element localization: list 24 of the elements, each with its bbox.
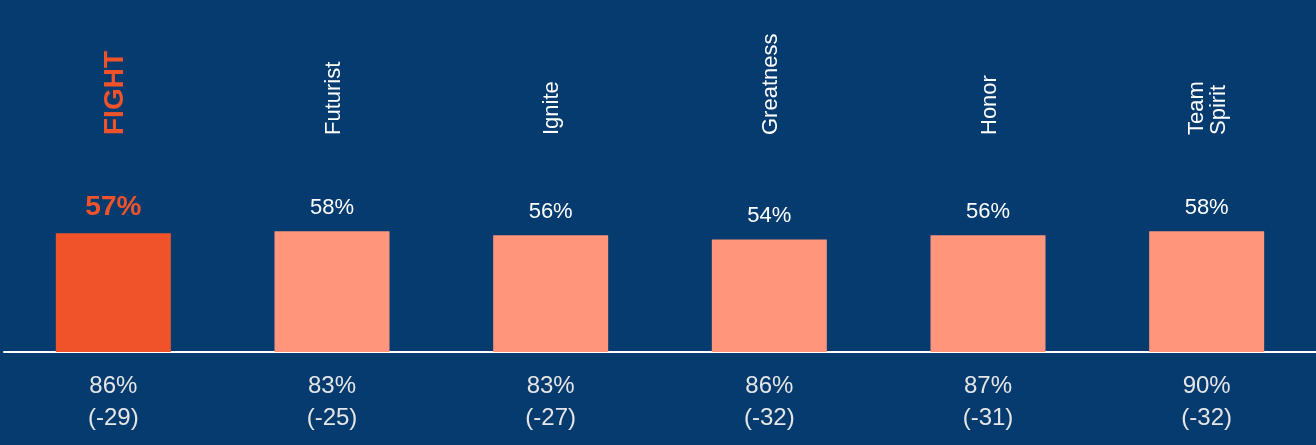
text: 83% (-25) (306, 370, 358, 430)
bar (274, 231, 390, 352)
bar (930, 235, 1046, 352)
text: 83% (-27) (525, 370, 576, 430)
bar (711, 239, 827, 352)
data-label: 58% (1184, 193, 1229, 219)
bar (493, 235, 609, 352)
text: 87% (-31) (962, 370, 1014, 430)
x-tick-label: Ignite (538, 81, 564, 135)
bar (55, 233, 171, 352)
data-label: 57% (85, 189, 142, 221)
x-tick-label: Greatness (756, 33, 782, 135)
data-label: 58% (309, 193, 355, 219)
text: 86% (-29) (88, 370, 139, 430)
text: 86% (-32) (744, 370, 795, 430)
data-label: 54% (747, 202, 792, 227)
x-tick-label: Team Spirit (1183, 81, 1231, 135)
x-tick-label: Futurist (319, 61, 345, 135)
x-tick-label: Honor (975, 75, 1001, 135)
bar (1149, 231, 1265, 352)
text: 90% (-32) (1181, 370, 1232, 430)
x-tick-label: FIGHT (97, 51, 129, 135)
data-label: 56% (528, 197, 573, 223)
data-label: 56% (965, 197, 1011, 223)
